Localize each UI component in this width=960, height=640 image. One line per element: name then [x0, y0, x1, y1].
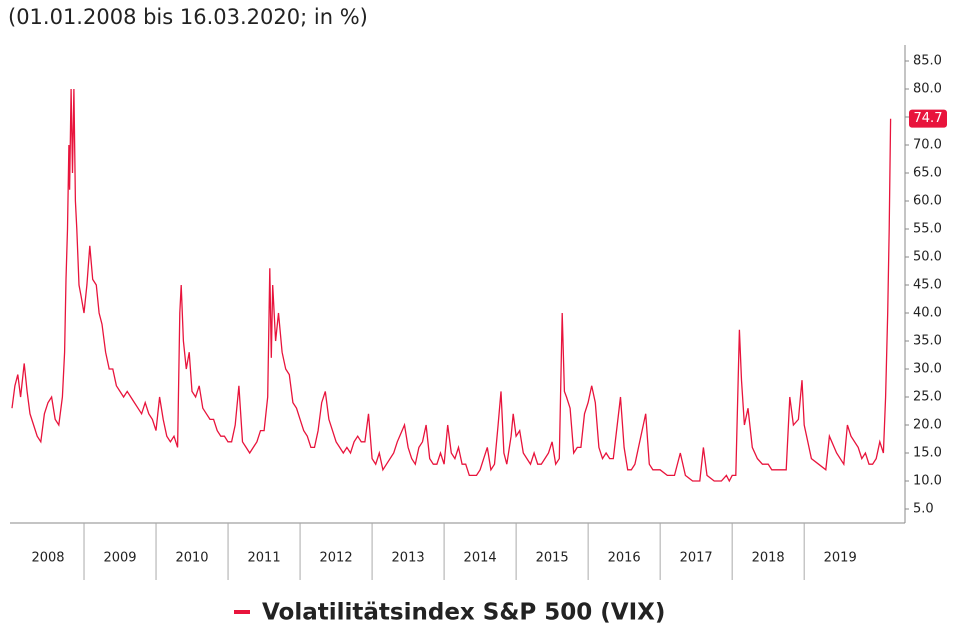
x-tick-label: 2008 [31, 551, 64, 566]
x-tick-label: 2009 [103, 551, 136, 566]
y-tick-label: 70.0 [913, 138, 942, 153]
y-tick-label: 10.0 [913, 474, 942, 489]
x-tick-label: 2012 [320, 551, 353, 566]
x-tick-label: 2011 [248, 551, 281, 566]
x-tick-label: 2017 [680, 551, 713, 566]
y-tick-label: 65.0 [913, 166, 942, 181]
legend-label: Volatilitätsindex S&P 500 (VIX) [262, 600, 665, 626]
x-tick-label: 2010 [175, 551, 208, 566]
x-tick-label: 2016 [608, 551, 641, 566]
y-tick-label: 30.0 [913, 362, 942, 377]
legend-swatch [234, 610, 250, 614]
y-tick-label: 85.0 [913, 54, 942, 69]
y-tick-label: 15.0 [913, 446, 942, 461]
x-tick-label: 2015 [536, 551, 569, 566]
x-tick-label: 2019 [824, 551, 857, 566]
data-line [11, 88, 892, 483]
y-tick-label: 20.0 [913, 418, 942, 433]
y-tick-label: 55.0 [913, 222, 942, 237]
x-tick-label: 2018 [752, 551, 785, 566]
y-tick-label: 40.0 [913, 306, 942, 321]
x-tick-label: 2013 [392, 551, 425, 566]
end-label: 74.7 [914, 111, 943, 126]
y-tick-label: 35.0 [913, 334, 942, 349]
x-tick-label: 2014 [464, 551, 497, 566]
end-label-box [909, 109, 947, 128]
y-tick-label: 60.0 [913, 194, 942, 209]
y-tick-label: 25.0 [913, 390, 942, 405]
y-tick-label: 5.0 [913, 502, 934, 517]
y-tick-label: 50.0 [913, 250, 942, 265]
chart-title: (01.01.2008 bis 16.03.2020; in %) [8, 5, 368, 29]
y-tick-label: 45.0 [913, 278, 942, 293]
y-tick-label: 80.0 [913, 82, 942, 97]
